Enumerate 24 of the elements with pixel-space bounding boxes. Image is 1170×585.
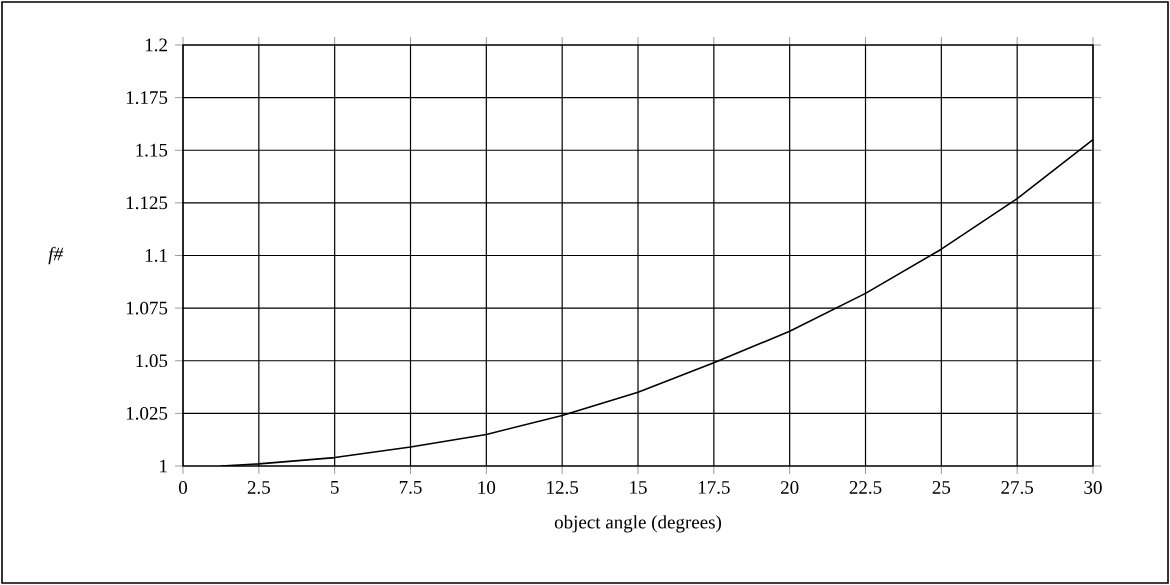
x-tick-label: 2.5 bbox=[247, 481, 270, 494]
y-tick-label: 1.025 bbox=[126, 406, 168, 420]
y-tick-label: 1 bbox=[160, 459, 167, 473]
x-tick-label: 27.5 bbox=[1001, 481, 1034, 494]
x-tick-label: 22.5 bbox=[849, 481, 882, 494]
x-tick-label: 10 bbox=[478, 481, 496, 494]
x-tick-label: 25 bbox=[932, 481, 951, 494]
y-tick-label: 1.075 bbox=[126, 301, 168, 315]
x-tick-label: 0 bbox=[178, 481, 188, 494]
x-tick-label: 20 bbox=[781, 481, 799, 494]
x-tick-label: 12.5 bbox=[547, 481, 579, 494]
y-tick-label: 1.175 bbox=[126, 91, 168, 105]
y-tick-label: 1.1 bbox=[145, 249, 167, 262]
x-tick-label: 17.5 bbox=[698, 481, 730, 494]
y-tick-label: 1.05 bbox=[136, 354, 168, 368]
y-tick-label: 1.15 bbox=[136, 143, 168, 157]
y-axis-title: f# bbox=[48, 246, 64, 265]
x-tick-label: 15 bbox=[630, 481, 647, 494]
y-tick-label: 1.125 bbox=[126, 196, 168, 210]
x-tick-label: 30 bbox=[1084, 481, 1102, 494]
x-tick-label: 5 bbox=[331, 481, 339, 494]
x-tick-label: 7.5 bbox=[399, 481, 422, 494]
y-tick-label: 1.2 bbox=[145, 38, 167, 52]
x-axis-title: object angle (degrees) bbox=[554, 515, 722, 533]
